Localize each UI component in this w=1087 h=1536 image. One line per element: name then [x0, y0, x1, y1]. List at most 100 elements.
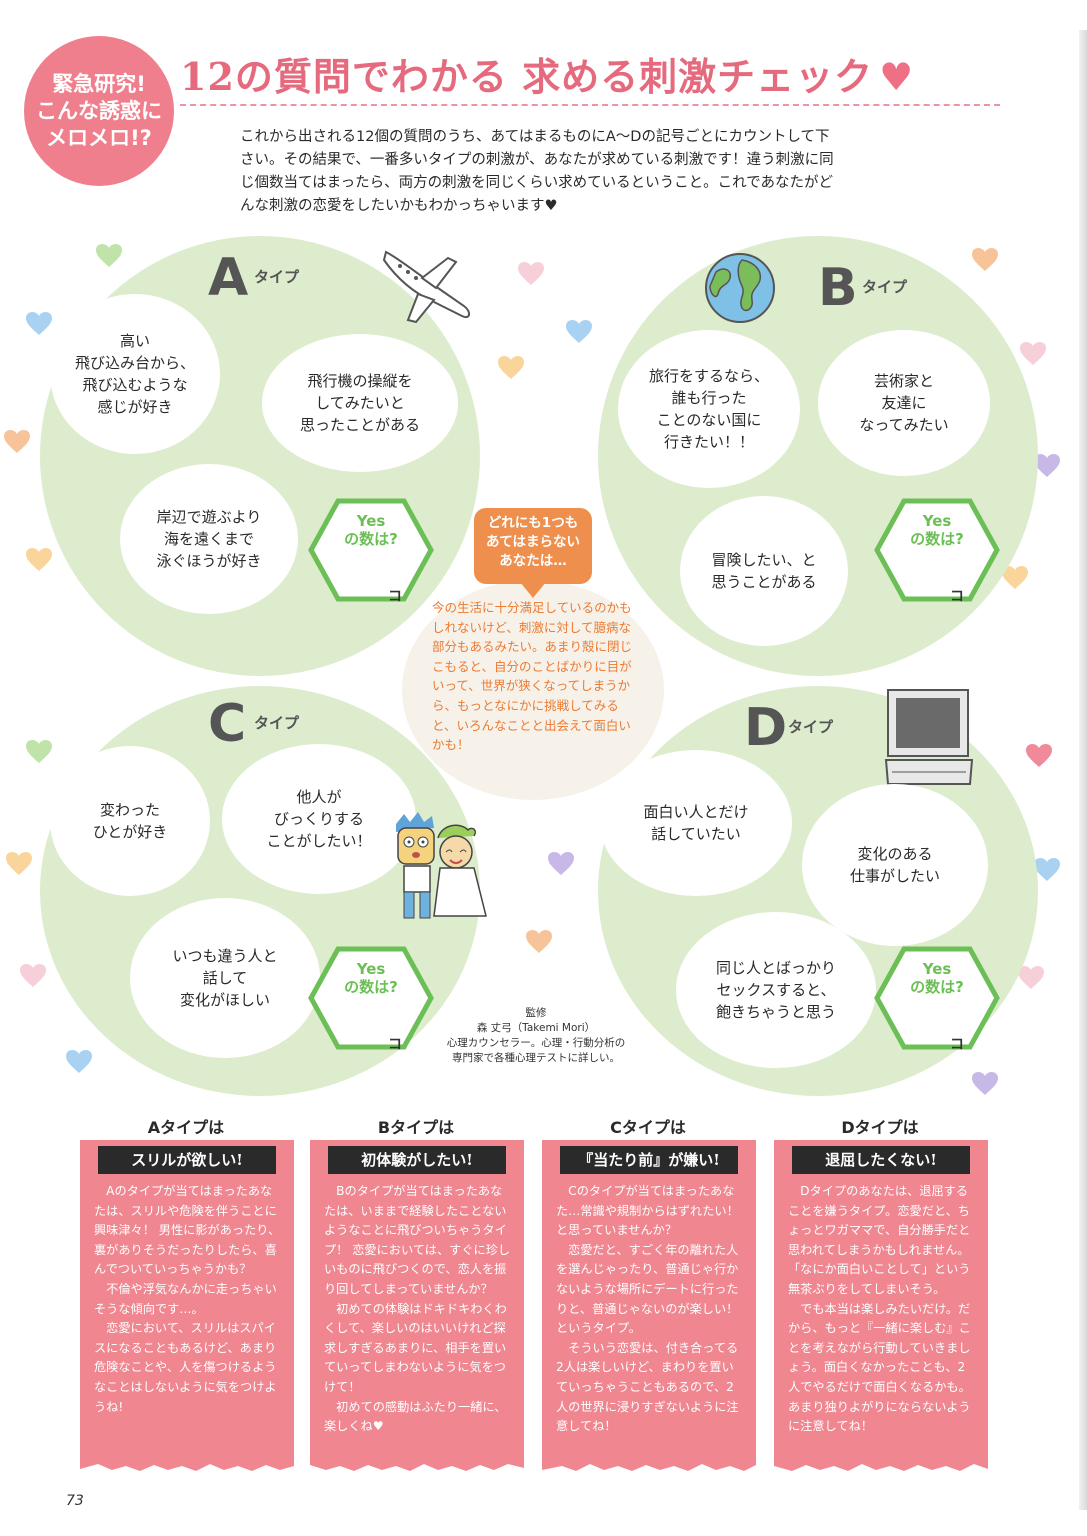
- result-c-tear: [542, 1460, 756, 1471]
- yes-count-hexagon-c[interactable]: [308, 946, 434, 1050]
- supervisor-heading: 監修: [525, 1007, 547, 1019]
- yes-count-hexagon-d[interactable]: [874, 946, 1000, 1050]
- result-d-tear: [774, 1460, 988, 1471]
- result-b-body: Bのタイプが当てはまったあなたは、いままで経験したことないようなことに飛びついち…: [324, 1184, 511, 1434]
- supervisor-name: 森 丈弓（Takemi Mori）: [476, 1022, 596, 1034]
- heart-icon: [526, 930, 552, 953]
- result-d-heading: Dタイプは: [841, 1118, 919, 1137]
- result-c-body: Cのタイプが当てはまったあなた…常識や規制からはずれたい！と思っていませんか？ …: [556, 1184, 739, 1434]
- question-b-3[interactable]: 冒険したい、と 思うことがある: [680, 496, 848, 646]
- supervisor-credit: 監修 森 丈弓（Takemi Mori） 心理カウンセラー。心理・行動分析の 専…: [440, 1006, 632, 1066]
- yes-count-hexagon-a[interactable]: [308, 498, 434, 602]
- heart-icon: [972, 248, 998, 271]
- header-badge: 緊急研究! こんな誘惑に メロメロ!?: [24, 36, 174, 186]
- yes-count-label-c: Yes の数は?: [344, 960, 398, 996]
- heart-icon: [972, 1072, 998, 1095]
- question-c-1[interactable]: 変わった ひとが好き: [50, 746, 210, 896]
- question-d-1[interactable]: 面白い人とだけ 話していたい: [600, 750, 792, 896]
- heart-icon: [1034, 858, 1060, 881]
- result-b-panel: 初体験がしたい! Bのタイプが当てはまったあなたは、いままで経験したことないよう…: [310, 1140, 524, 1471]
- heart-icon: [66, 1050, 92, 1073]
- center-tag-pointer: [520, 582, 546, 598]
- question-b-3-text: 冒険したい、と 思うことがある: [711, 551, 817, 591]
- heart-icon: [26, 548, 52, 571]
- heart-icon: [518, 262, 544, 285]
- result-a-label: スリルが欲しい!: [98, 1146, 276, 1174]
- heart-icon: [1026, 744, 1052, 767]
- question-c-2[interactable]: 他人が びっくりする ことがしたい！: [222, 744, 416, 894]
- airplane-icon: [382, 250, 470, 324]
- heart-icon: [1034, 454, 1060, 477]
- heart-icon: [498, 356, 524, 379]
- heart-icon: [20, 964, 46, 987]
- page-title-text: 12の質問でわかる 求める刺激チェック: [180, 54, 874, 99]
- question-c-1-text: 変わった ひとが好き: [92, 801, 168, 841]
- yes-count-hexagon-b[interactable]: [874, 498, 1000, 602]
- type-d-word: タイプ: [788, 718, 834, 736]
- heart-icon: [566, 320, 592, 343]
- result-d-panel: 退屈したくない! Dタイプのあなたは、退屈することを嫌うタイプ。恋愛だと、ちょっ…: [774, 1140, 988, 1471]
- type-d-letter: D: [744, 698, 788, 758]
- question-a-2-text: 飛行機の操縦を してみたいと 思ったことがある: [299, 372, 420, 434]
- question-c-2-text: 他人が びっくりする ことがしたい！: [266, 788, 372, 850]
- yes-count-unit-c: コ: [388, 1037, 402, 1053]
- type-c-word: タイプ: [254, 714, 300, 732]
- intro-text: これから出される12個の質問のうち、あてはまるものにA〜Dの記号ごとにカウントし…: [240, 129, 834, 214]
- heart-icon: [96, 244, 122, 267]
- page-number: 73: [66, 1493, 84, 1509]
- question-d-1-text: 面白い人とだけ 話していたい: [643, 803, 749, 843]
- center-text: 今の生活に十分満足しているのかもしれないけど、刺激に対して臆病な部分もあるみたい…: [432, 600, 633, 753]
- yes-count-unit-b: コ: [950, 589, 964, 605]
- result-c-heading: Cタイプは: [610, 1118, 686, 1137]
- question-b-1-text: 旅行をするなら、 誰も行った ことのない国に 行きたい！！: [648, 367, 769, 451]
- question-c-3-text: いつも違う人と 話して 変化がほしい: [172, 947, 278, 1009]
- page-title: 12の質問でわかる 求める刺激チェック ♥: [180, 46, 914, 101]
- heart-icon: [548, 852, 574, 875]
- question-b-1[interactable]: 旅行をするなら、 誰も行った ことのない国に 行きたい！！: [618, 330, 800, 488]
- heart-icon: [1002, 566, 1028, 589]
- question-d-2[interactable]: 変化のある 仕事がしたい: [802, 784, 988, 946]
- computer-icon: [884, 689, 974, 785]
- question-b-2-text: 芸術家と 友達に なってみたい: [859, 372, 949, 434]
- badge-line-2: こんな誘惑に: [36, 98, 162, 123]
- type-a-word: タイプ: [254, 268, 300, 286]
- title-divider: [180, 104, 1000, 106]
- center-tag: どれにも1つも あてはまらない あなたは…: [474, 508, 592, 584]
- badge-line-1: 緊急研究!: [52, 71, 146, 96]
- yes-count-label-d: Yes の数は?: [910, 960, 964, 996]
- type-c-letter: C: [208, 694, 247, 754]
- question-a-2[interactable]: 飛行機の操縦を してみたいと 思ったことがある: [262, 334, 458, 472]
- question-c-3[interactable]: いつも違う人と 話して 変化がほしい: [130, 898, 320, 1058]
- heart-icon: [26, 312, 52, 335]
- result-c-panel: 『当たり前』が嫌い! Cのタイプが当てはまったあなた…常識や規制からはずれたい！…: [542, 1140, 756, 1471]
- couple-illustration: [396, 812, 487, 919]
- result-a-tear: [80, 1460, 294, 1471]
- question-a-3-text: 岸辺で遊ぶより 海を遠くまで 泳ぐほうが好き: [156, 508, 262, 570]
- heart-icon: [26, 740, 52, 763]
- question-a-3[interactable]: 岸辺で遊ぶより 海を遠くまで 泳ぐほうが好き: [120, 464, 298, 614]
- result-d-body: Dタイプのあなたは、退屈することを嫌うタイプ。恋愛だと、ちょっとワガママで、自分…: [788, 1184, 971, 1434]
- result-b-heading: Bタイプは: [377, 1118, 455, 1137]
- supervisor-desc: 心理カウンセラー。心理・行動分析の 専門家で各種心理テストに詳しい。: [446, 1037, 626, 1064]
- question-d-2-text: 変化のある 仕事がしたい: [849, 845, 940, 885]
- heart-icon: [6, 852, 32, 875]
- result-a-panel: スリルが欲しい! Aのタイプが当てはまったあなたは、スリルや危険を伴うことに興味…: [80, 1140, 294, 1471]
- result-d-label: 退屈したくない!: [792, 1146, 970, 1174]
- question-b-2[interactable]: 芸術家と 友達に なってみたい: [818, 330, 990, 476]
- heart-icon: [1018, 966, 1044, 989]
- question-a-1-text: 高い 飛び込み台から、 飛び込むような 感じが好き: [74, 332, 195, 416]
- type-a-letter: A: [208, 248, 249, 308]
- globe-icon: [705, 253, 775, 323]
- yes-count-unit-a: コ: [388, 589, 402, 605]
- yes-count-label-a: Yes の数は?: [344, 512, 398, 548]
- result-a-heading: Aタイプは: [147, 1118, 225, 1137]
- result-b-label: 初体験がしたい!: [328, 1146, 506, 1174]
- result-c-label: 『当たり前』が嫌い!: [560, 1146, 738, 1174]
- type-b-letter: B: [818, 258, 858, 318]
- question-d-3[interactable]: 同じ人とばっかり セックスすると、 飽きちゃうと思う: [676, 912, 876, 1068]
- question-d-3-text: 同じ人とばっかり セックスすると、 飽きちゃうと思う: [715, 959, 836, 1021]
- title-heart-icon: ♥: [879, 54, 915, 99]
- result-a-body: Aのタイプが当てはまったあなたは、スリルや危険を伴うことに興味津々！ 男性に影が…: [94, 1184, 281, 1414]
- question-a-1[interactable]: 高い 飛び込み台から、 飛び込むような 感じが好き: [50, 294, 220, 454]
- yes-count-label-b: Yes の数は?: [910, 512, 964, 548]
